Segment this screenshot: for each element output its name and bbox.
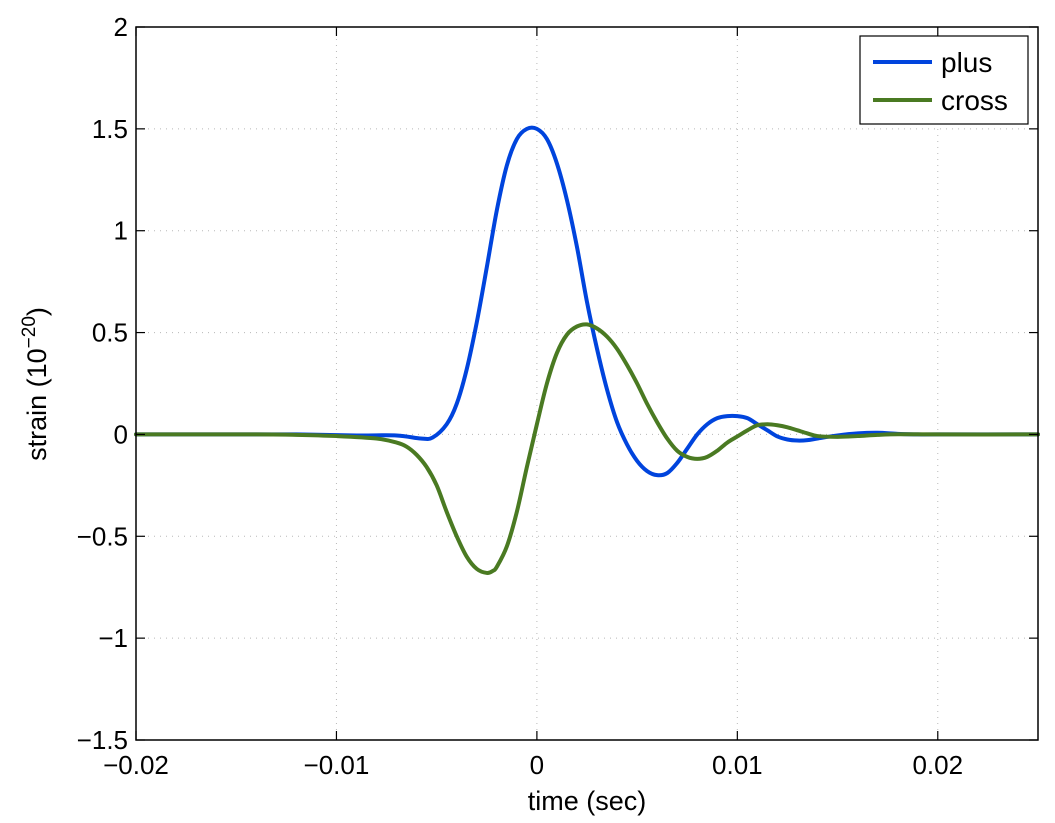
y-tick-label: −1 [98, 623, 128, 653]
ticks: −0.02 −0.01 0 0.01 0.02 −1.5 −1 −0.5 0 0.5 1 1.5 2 [77, 12, 1038, 780]
legend-label-cross: cross [941, 85, 1008, 116]
x-tick-label: 0.01 [712, 750, 763, 780]
legend-label-plus: plus [941, 47, 992, 78]
y-tick-label: 2 [114, 12, 128, 42]
y-axis-label-close: ) [22, 307, 52, 316]
series-line-plus [134, 125, 1040, 478]
x-tick-label: −0.01 [304, 750, 370, 780]
y-tick-label: −1.5 [77, 725, 128, 755]
series-layer [134, 125, 1040, 575]
y-tick-label: 1 [114, 216, 128, 246]
x-tick-label: 0.02 [912, 750, 963, 780]
x-tick-label: −0.02 [103, 750, 169, 780]
y-tick-label: 0.5 [92, 318, 128, 348]
x-axis-label: time (sec) [528, 786, 647, 816]
y-axis-label-main: strain (10 [22, 348, 52, 461]
plot-area [136, 27, 1038, 740]
legend-box [859, 35, 1029, 125]
y-tick-label: 1.5 [92, 114, 128, 144]
y-tick-label: −0.5 [77, 521, 128, 551]
legend: plus cross [859, 35, 1029, 125]
series-line-cross [134, 322, 1040, 575]
y-axis-label-exponent: −20 [19, 316, 40, 348]
y-tick-label: 0 [114, 419, 128, 449]
y-axis-label: strain (10−20) [19, 307, 52, 461]
plot-frame [135, 26, 1039, 741]
x-tick-label: 0 [530, 750, 544, 780]
